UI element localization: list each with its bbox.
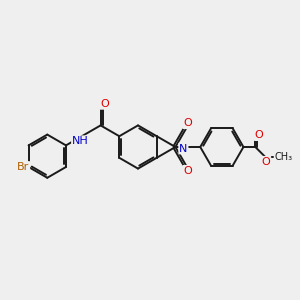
Text: NH: NH bbox=[72, 136, 89, 146]
Text: O: O bbox=[100, 99, 109, 109]
Text: O: O bbox=[255, 130, 264, 140]
Text: CH₃: CH₃ bbox=[274, 152, 292, 162]
Text: Br: Br bbox=[17, 162, 29, 172]
Text: O: O bbox=[183, 118, 192, 128]
Text: O: O bbox=[183, 166, 192, 176]
Text: N: N bbox=[179, 143, 188, 154]
Text: O: O bbox=[262, 157, 270, 167]
